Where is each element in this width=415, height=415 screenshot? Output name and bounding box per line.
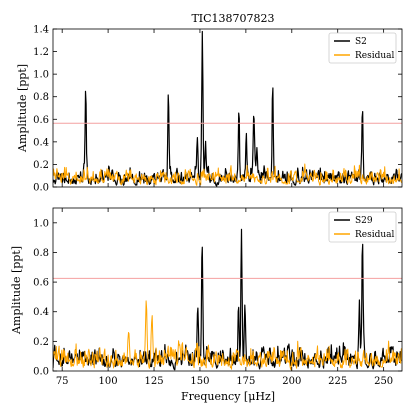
top-ytick-label: 1.2	[33, 47, 49, 58]
bottom-xtick-label: 75	[56, 376, 69, 387]
bottom-xtick-label: 225	[328, 376, 347, 387]
top-legend-label-residual: Residual	[355, 51, 395, 61]
bottom-ytick-label: 0.8	[33, 248, 49, 259]
bottom-xtick-label: 200	[282, 376, 301, 387]
x-axis-label: Frequency [μHz]	[181, 390, 275, 403]
bottom-ticks: 75 100 125 150 175 200 225 250 0.0 0.2 0.4 0.6 0.8 1.…	[33, 208, 402, 387]
top-ytick-label: 0.8	[33, 92, 49, 103]
bottom-ytick-label: 0.0	[33, 367, 49, 378]
top-legend-label-signal: S2	[355, 37, 367, 47]
top-ytick-label: 0.4	[33, 137, 49, 148]
bottom-ytick-label: 1.0	[33, 218, 49, 229]
bottom-legend-label-signal: S29	[355, 216, 373, 226]
bottom-xtick-label: 150	[190, 376, 209, 387]
bottom-ytick-label: 0.4	[33, 307, 49, 318]
top-series-signal	[53, 30, 402, 187]
top-ytick-label: 1.4	[33, 25, 49, 36]
top-series-residual	[53, 163, 402, 186]
top-axes-frame	[52, 28, 403, 188]
bottom-ytick-label: 0.6	[33, 278, 49, 289]
top-ticks: 0.0 0.2 0.4 0.6 0.8 1.0 1.2 1.4	[33, 25, 402, 194]
bottom-xtick-label: 250	[374, 376, 393, 387]
bottom-plot-area	[53, 228, 402, 371]
bottom-axes-frame	[52, 207, 403, 372]
bottom-ylabel: Amplitude [ppt]	[10, 246, 23, 335]
top-panel: 0.0 0.2 0.4 0.6 0.8 1.0 1.2 1.4 Amplitude [ppt]…	[16, 25, 403, 194]
bottom-xtick-label: 100	[99, 376, 118, 387]
bottom-panel: 75 100 125 150 175 200 225 250 0.0 0.2 0.4 0.6 0.8 1.…	[10, 207, 403, 387]
top-legend: S2 Residual	[328, 32, 397, 64]
bottom-legend: S29 Residual	[328, 211, 397, 243]
bottom-series-signal	[53, 228, 402, 371]
top-ytick-label: 0.6	[33, 115, 49, 126]
top-ytick-label: 1.0	[33, 70, 49, 81]
top-ytick-label: 0.0	[33, 183, 49, 194]
bottom-xtick-label: 175	[236, 376, 255, 387]
figure-title: TIC138707823	[191, 12, 274, 25]
top-ylabel: Amplitude [ppt]	[16, 64, 29, 153]
bottom-series-residual	[53, 300, 402, 371]
top-ytick-label: 0.2	[33, 160, 49, 171]
top-plot-area	[53, 30, 402, 187]
bottom-legend-label-residual: Residual	[355, 230, 395, 240]
bottom-ytick-label: 0.2	[33, 337, 49, 348]
bottom-xtick-label: 125	[144, 376, 163, 387]
